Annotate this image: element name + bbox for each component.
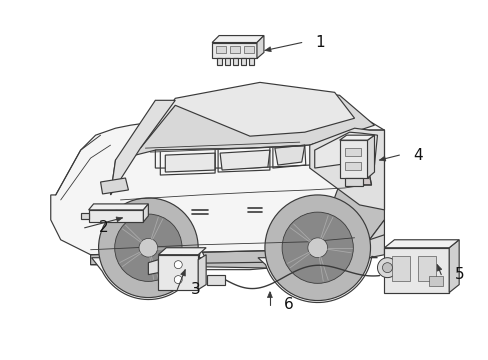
Polygon shape	[165, 153, 215, 172]
Polygon shape	[207, 275, 224, 285]
Polygon shape	[307, 220, 384, 268]
Polygon shape	[267, 292, 272, 298]
Polygon shape	[274, 145, 304, 165]
Bar	[344, 148, 360, 156]
Text: 3: 3	[191, 282, 201, 297]
Circle shape	[377, 258, 397, 278]
Circle shape	[282, 212, 353, 283]
Polygon shape	[88, 210, 143, 222]
Polygon shape	[155, 130, 384, 168]
Polygon shape	[148, 260, 158, 275]
Polygon shape	[81, 213, 88, 219]
Text: 1: 1	[315, 35, 325, 50]
Text: 5: 5	[454, 267, 464, 282]
Text: 4: 4	[412, 148, 422, 163]
Polygon shape	[241, 58, 245, 66]
Polygon shape	[384, 240, 458, 248]
Circle shape	[382, 263, 392, 273]
Polygon shape	[339, 140, 367, 178]
Polygon shape	[224, 58, 229, 66]
Polygon shape	[309, 128, 384, 210]
Polygon shape	[110, 85, 374, 195]
Polygon shape	[143, 204, 148, 222]
Polygon shape	[379, 156, 385, 161]
Polygon shape	[344, 178, 362, 186]
Text: 2: 2	[99, 220, 108, 235]
Circle shape	[99, 198, 198, 298]
Polygon shape	[116, 217, 122, 222]
Polygon shape	[309, 130, 384, 265]
Polygon shape	[256, 36, 264, 58]
Bar	[244, 45, 253, 54]
Polygon shape	[88, 204, 148, 210]
Bar	[344, 162, 360, 170]
Circle shape	[174, 261, 182, 269]
Polygon shape	[448, 240, 458, 293]
Polygon shape	[367, 135, 374, 178]
Circle shape	[139, 238, 157, 257]
Text: 6: 6	[283, 297, 293, 312]
Polygon shape	[140, 82, 354, 148]
Polygon shape	[181, 270, 185, 276]
Polygon shape	[212, 36, 264, 42]
Bar	[392, 256, 409, 280]
Polygon shape	[90, 250, 354, 270]
Polygon shape	[198, 255, 206, 289]
Polygon shape	[314, 132, 377, 168]
Bar	[216, 45, 225, 54]
Polygon shape	[212, 42, 256, 58]
Polygon shape	[384, 248, 448, 293]
Polygon shape	[339, 135, 374, 140]
Polygon shape	[101, 178, 128, 194]
Bar	[417, 256, 435, 280]
Polygon shape	[110, 100, 175, 195]
Polygon shape	[258, 256, 377, 302]
Polygon shape	[220, 150, 269, 170]
Polygon shape	[158, 255, 198, 289]
Polygon shape	[217, 58, 222, 66]
Polygon shape	[51, 112, 384, 270]
Polygon shape	[248, 58, 253, 66]
Polygon shape	[264, 47, 271, 52]
Polygon shape	[233, 58, 238, 66]
Circle shape	[174, 276, 182, 284]
Polygon shape	[354, 165, 371, 185]
Circle shape	[307, 238, 327, 258]
Circle shape	[115, 214, 182, 282]
Bar	[229, 45, 240, 54]
Polygon shape	[158, 248, 206, 255]
Polygon shape	[436, 265, 441, 271]
Circle shape	[264, 195, 370, 301]
Bar	[428, 276, 442, 285]
Polygon shape	[91, 248, 205, 300]
